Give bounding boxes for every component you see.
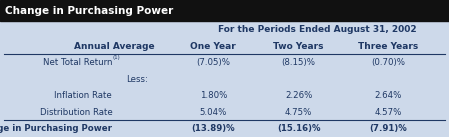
Text: 2.26%: 2.26% xyxy=(285,91,312,100)
Text: Distribution Rate: Distribution Rate xyxy=(40,108,112,117)
Text: (8.15)%: (8.15)% xyxy=(282,58,316,67)
Text: 1.80%: 1.80% xyxy=(200,91,227,100)
Text: (15.16)%: (15.16)% xyxy=(277,124,320,133)
Text: Three Years: Three Years xyxy=(358,42,418,51)
Text: One Year: One Year xyxy=(190,42,236,51)
Text: Two Years: Two Years xyxy=(273,42,324,51)
Text: (7.91)%: (7.91)% xyxy=(370,124,407,133)
Text: (7.05)%: (7.05)% xyxy=(196,58,230,67)
Text: For the Periods Ended August 31, 2002: For the Periods Ended August 31, 2002 xyxy=(218,25,416,34)
Text: Less:: Less: xyxy=(126,75,148,84)
Text: (0.70)%: (0.70)% xyxy=(371,58,405,67)
Bar xyxy=(0,0,449,21)
Text: (13.89)%: (13.89)% xyxy=(191,124,235,133)
Text: 2.64%: 2.64% xyxy=(375,91,402,100)
Text: Annual Average: Annual Average xyxy=(74,42,155,51)
Text: 4.57%: 4.57% xyxy=(375,108,402,117)
Text: 4.75%: 4.75% xyxy=(285,108,312,117)
Text: (1): (1) xyxy=(112,55,120,60)
Text: Net Total Return: Net Total Return xyxy=(43,58,112,67)
Text: Change in Purchasing Power: Change in Purchasing Power xyxy=(5,6,174,16)
Text: 5.04%: 5.04% xyxy=(200,108,227,117)
Text: Change in Purchasing Power: Change in Purchasing Power xyxy=(0,124,112,133)
Text: Inflation Rate: Inflation Rate xyxy=(54,91,112,100)
